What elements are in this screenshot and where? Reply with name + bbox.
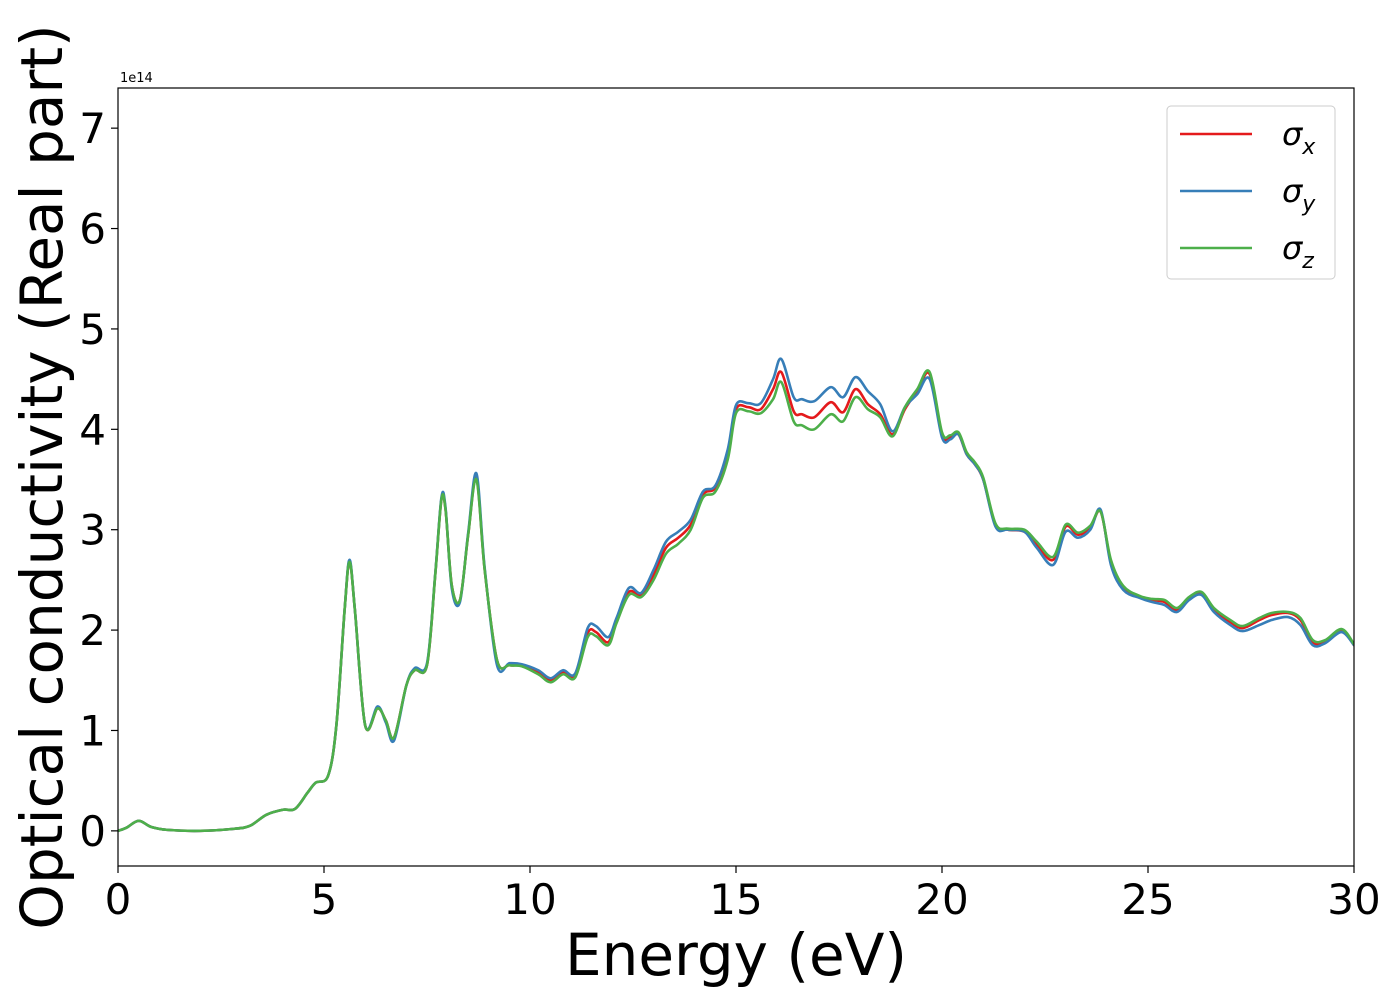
x-tick-label: 25 — [1121, 875, 1174, 924]
series-line-z — [118, 369, 1354, 833]
y-tick-label: 7 — [79, 104, 106, 153]
plot-area — [118, 88, 1354, 866]
x-tick-label: 0 — [105, 875, 132, 924]
legend-box — [1166, 105, 1336, 280]
x-tick-label: 20 — [915, 875, 968, 924]
y-axis-label: Optical conductivity (Real part) — [8, 24, 76, 929]
y-tick-label: 2 — [79, 606, 106, 655]
x-tick-label: 30 — [1327, 875, 1380, 924]
y-tick-label: 4 — [79, 405, 106, 454]
y-tick-label: 3 — [79, 506, 106, 555]
y-tick-label: 0 — [79, 807, 106, 856]
x-tick-label: 10 — [503, 875, 556, 924]
y-offset-label: 1e14 — [120, 71, 153, 86]
series-layer — [118, 357, 1354, 833]
y-tick-label: 6 — [79, 205, 106, 254]
x-axis: 0 5 10 15 20 25 30 — [105, 866, 1381, 924]
y-tick-label: 1 — [79, 706, 106, 755]
x-tick-label: 15 — [709, 875, 762, 924]
x-axis-label: Energy (eV) — [565, 921, 907, 989]
y-tick-label: 5 — [79, 305, 106, 354]
y-axis: 0 1 2 3 4 5 6 7 — [79, 104, 118, 856]
legend-label-y: σy — [1282, 172, 1316, 217]
x-tick-label: 5 — [311, 875, 338, 924]
